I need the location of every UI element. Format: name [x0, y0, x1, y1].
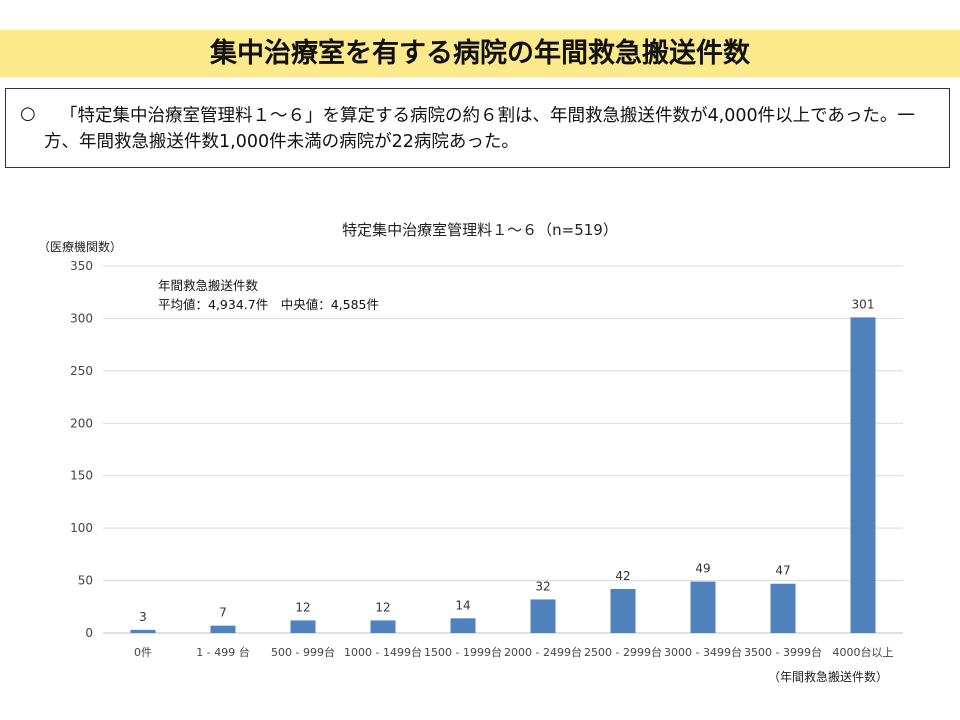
- summary-bullet: ○: [20, 103, 36, 124]
- bar: [370, 620, 396, 633]
- data-label: 14: [455, 598, 470, 612]
- y-tick-label: 0: [85, 626, 93, 640]
- page-title: 集中治療室を有する病院の年間救急搬送件数: [210, 38, 750, 69]
- x-tick-label: 1 - 499 台: [196, 645, 249, 659]
- x-tick-label: 2000 - 2499台: [504, 645, 582, 659]
- stats-annotation-values: 平均値：4,934.7件 中央値：4,585件: [158, 297, 379, 312]
- x-tick-label: 3000 - 3499台: [664, 645, 742, 659]
- x-tick-label: 3500 - 3999台: [744, 645, 822, 659]
- chart-title: 特定集中治療室管理料１～６（n=519）: [342, 221, 618, 239]
- y-tick-label: 150: [70, 469, 93, 483]
- summary-text: 「特定集中治療室管理料１～６」を算定する病院の約６割は、年間救急搬送件数が4,0…: [44, 106, 915, 152]
- x-tick-label: 1500 - 1999台: [424, 645, 502, 659]
- data-label: 12: [375, 600, 390, 614]
- summary-box: [5, 88, 950, 168]
- data-label: 47: [775, 564, 790, 578]
- y-tick-label: 200: [70, 416, 93, 430]
- title-band: [0, 30, 960, 77]
- y-axis-label: （医療機関数）: [38, 240, 123, 254]
- bar: [530, 599, 556, 633]
- y-tick-label: 50: [78, 574, 93, 588]
- x-tick-label: 0件: [134, 646, 152, 659]
- stats-annotation-title: 年間救急搬送件数: [158, 278, 259, 293]
- y-tick-label: 350: [70, 259, 93, 273]
- bar: [610, 588, 636, 633]
- x-tick-label: 1000 - 1499台: [344, 645, 422, 659]
- bar: [210, 625, 236, 633]
- data-label: 32: [535, 579, 550, 593]
- x-tick-label: 4000台以上: [833, 645, 894, 659]
- y-tick-label: 300: [70, 311, 93, 325]
- x-tick-label: 500 - 999台: [271, 645, 335, 659]
- bar: [690, 581, 716, 633]
- data-label: 12: [295, 600, 310, 614]
- x-axis-label: （年間救急搬送件数）: [768, 670, 889, 684]
- bar: [770, 583, 796, 633]
- bar: [850, 317, 876, 633]
- bar: [130, 629, 156, 633]
- y-tick-label: 100: [70, 521, 93, 535]
- y-tick-label: 250: [70, 364, 93, 378]
- data-label: 7: [219, 606, 227, 620]
- bar: [290, 620, 316, 633]
- x-tick-label: 2500 - 2999台: [584, 645, 662, 659]
- data-label: 49: [695, 562, 710, 576]
- data-label: 301: [852, 297, 875, 311]
- bar: [450, 618, 476, 633]
- data-label: 42: [615, 569, 630, 583]
- data-label: 3: [139, 610, 147, 624]
